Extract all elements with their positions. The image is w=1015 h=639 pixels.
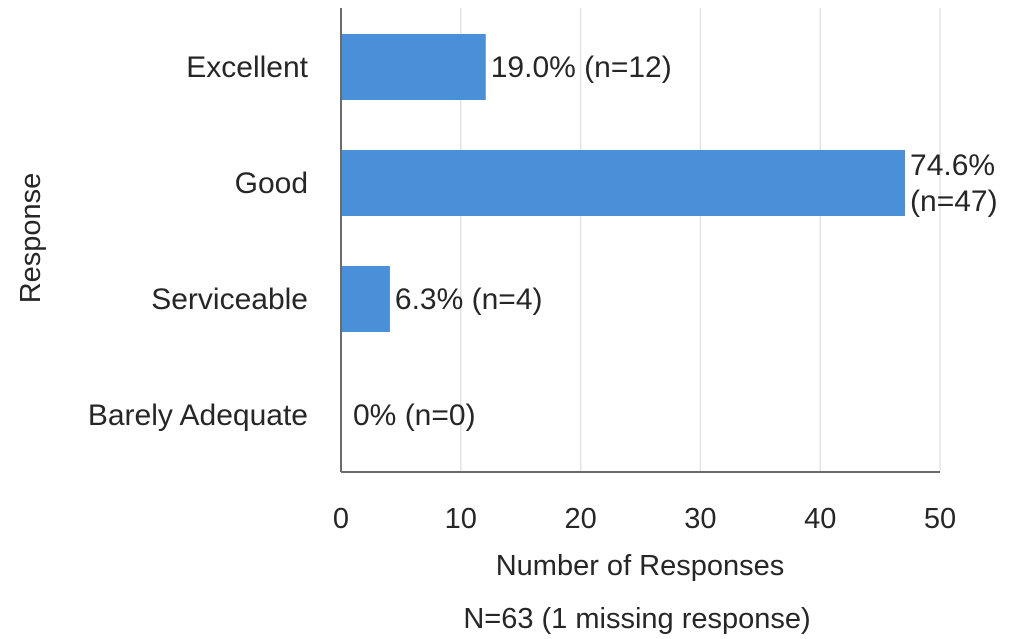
x-tick-label: 40 [804,503,836,535]
x-tick-labels: 0 10 20 30 40 50 [333,503,956,535]
data-label: 6.3% (n=4) [395,283,543,316]
bar-good [342,150,906,216]
y-axis-title: Response [15,173,47,304]
data-labels: 19.0% (n=12) 74.6% (n=47) 6.3% (n=4) 0% (n=0… [353,51,998,432]
bars [342,34,906,332]
category-label: Good [235,167,308,200]
sample-size-note: N=63 (1 missing response) [463,603,810,635]
bar-serviceable [342,266,390,332]
grid-lines [460,8,941,472]
bar-excellent [342,34,486,100]
category-label: Serviceable [151,283,308,316]
x-tick-label: 30 [684,503,716,535]
category-labels: Excellent Good Serviceable Barely Adequate [88,51,309,432]
x-tick-label: 10 [445,503,477,535]
data-label: 74.6% (n=47) [910,149,998,218]
category-label: Barely Adequate [88,399,308,432]
category-label: Excellent [186,51,308,84]
x-tick-label: 20 [564,503,596,535]
x-tick-label: 50 [924,503,956,535]
x-tick-label: 0 [333,503,349,535]
data-label: 0% (n=0) [353,399,476,432]
data-label: 19.0% (n=12) [491,51,672,84]
x-axis-title: Number of Responses [496,550,785,582]
